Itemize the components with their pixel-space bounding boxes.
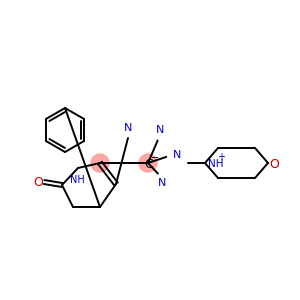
Text: NH: NH: [70, 175, 84, 185]
Circle shape: [139, 154, 157, 172]
Text: NH: NH: [208, 159, 224, 169]
Text: −: −: [151, 153, 159, 163]
Text: N: N: [156, 125, 164, 135]
Text: O: O: [269, 158, 279, 170]
Text: +: +: [217, 152, 225, 162]
Text: N: N: [124, 123, 132, 133]
Text: O: O: [33, 176, 43, 190]
Text: C: C: [145, 158, 153, 170]
Text: N: N: [173, 150, 181, 160]
Text: N: N: [158, 178, 166, 188]
Circle shape: [91, 154, 109, 172]
